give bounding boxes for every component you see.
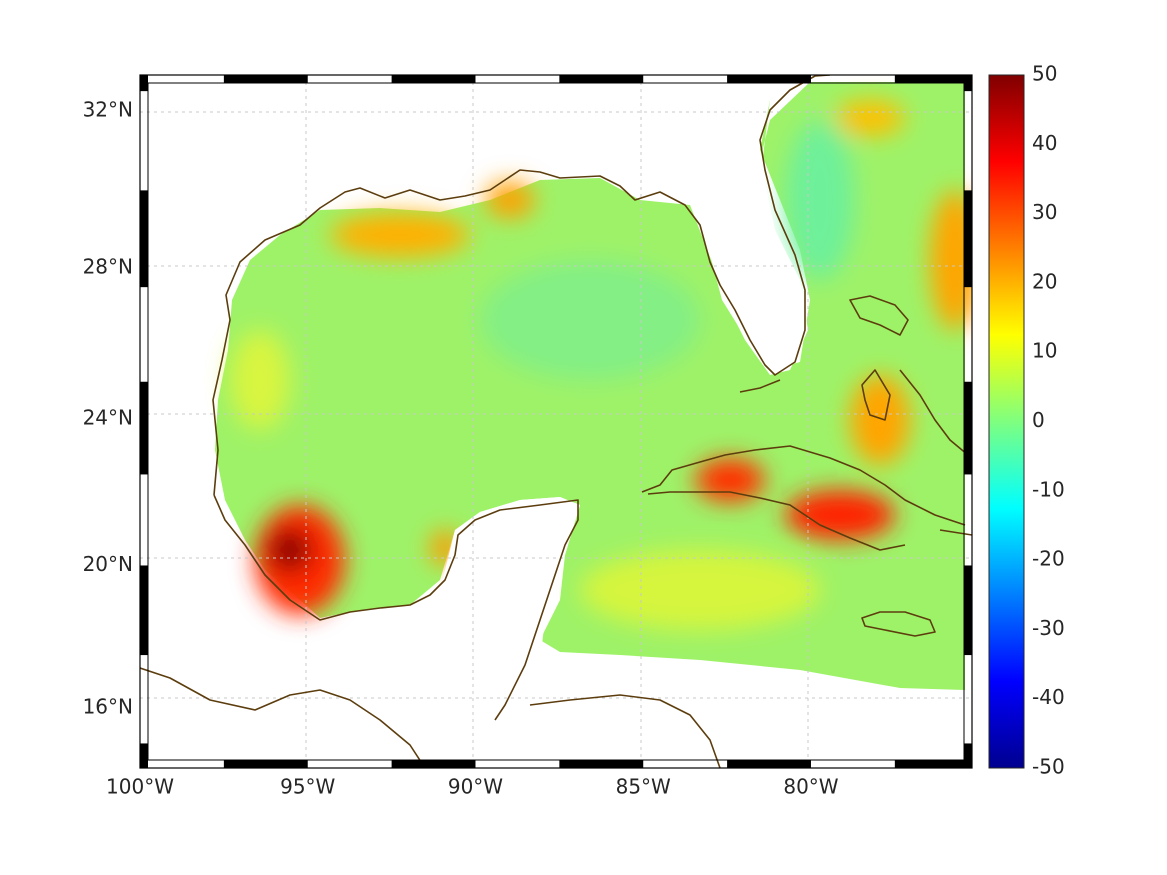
coastline-hispaniola [939, 529, 972, 536]
x-tick-label: 100°W [106, 775, 174, 799]
y-tick-label: 28°N [83, 254, 133, 278]
colorbar-tick-label: -50 [1032, 755, 1065, 779]
colorbar-tick-label: 50 [1032, 62, 1057, 86]
colorbar: 50 40 30 20 10 0 -10 -20 -30 -40 -50 [988, 62, 1065, 779]
frame-checker-segment [894, 75, 972, 83]
y-tick-label: 24°N [83, 406, 133, 430]
x-tick-label: 85°W [616, 775, 671, 799]
colorbar-tick-label: 0 [1032, 408, 1045, 432]
colorbar-tick-labels: 50 40 30 20 10 0 -10 -20 -30 -40 -50 [1032, 62, 1065, 779]
x-tick-label: 80°W [783, 775, 838, 799]
frame-checker-segment [964, 743, 972, 768]
frame-checker-segment [140, 565, 148, 656]
hotspot-atlantic-east [930, 190, 972, 330]
y-tick-label: 20°N [83, 552, 133, 576]
frame-checker-segment [391, 75, 476, 83]
frame-checker-segment [727, 75, 811, 83]
colorbar-tick-label: -30 [1032, 616, 1065, 640]
y-tick-label: 32°N [83, 98, 133, 122]
hotspot-mississippi-delta [485, 182, 535, 218]
coastline-honduras [529, 694, 721, 768]
frame-checker-segment [894, 760, 972, 768]
coastline-jamaica [861, 611, 936, 637]
hotspot-bahamas [850, 375, 910, 465]
frame-checker-segments [140, 75, 972, 768]
y-tick-label: 16°N [83, 695, 133, 719]
coastline-florida-keys [739, 379, 781, 393]
coastline-central-america [140, 667, 426, 768]
frame-checker-segment [727, 760, 811, 768]
hotspot-bay-of-campeche-core [268, 528, 312, 572]
frame-checker-segment [964, 565, 972, 656]
hotspot-georgia-offshore [835, 100, 905, 136]
cool-patch-florida-straits [785, 120, 855, 280]
frame-checker-segment [559, 760, 644, 768]
frame-checker-segment [559, 75, 644, 83]
colorbar-tick-label: 10 [1032, 339, 1057, 363]
frame-checker-segment [391, 760, 476, 768]
frame-checker-segment [223, 75, 308, 83]
coastline-bahamas-andros [861, 369, 891, 421]
frame-checker-segment [140, 75, 148, 92]
map-content [140, 75, 972, 768]
map-frame-inner [147, 82, 965, 761]
x-tick-label: 90°W [448, 775, 503, 799]
hotspot-central-cuba [785, 490, 895, 540]
graticule [140, 75, 972, 768]
colorbar-gradient [988, 74, 1025, 769]
frame-checker-segment [140, 743, 148, 768]
colorbar-tick-label: 40 [1032, 131, 1057, 155]
hotspot-western-cuba [695, 458, 765, 502]
frame-checker-segment [964, 190, 972, 288]
x-axis-tick-labels: 100°W 95°W 90°W 85°W 80°W [106, 775, 839, 799]
colorbar-tick-label: 30 [1032, 200, 1057, 224]
hotspot-louisiana-coast [330, 213, 470, 257]
frame-checker-segment [140, 381, 148, 475]
frame-checker-segment [964, 381, 972, 475]
coastlines [140, 75, 972, 768]
frame-checker-segment [964, 75, 972, 92]
colorbar-tick-label: -20 [1032, 547, 1065, 571]
yucatan-land [410, 497, 580, 720]
coastline-bahamas-abaco [849, 295, 909, 336]
data-field [215, 82, 972, 690]
coastline-gulf-north [212, 75, 816, 496]
coastline-bahamas-chain [899, 369, 969, 456]
map-frame [139, 74, 973, 769]
land-masks [410, 82, 810, 720]
x-tick-label: 95°W [280, 775, 335, 799]
colorbar-tick-label: -40 [1032, 685, 1065, 709]
colorbar-tick-label: -10 [1032, 477, 1065, 501]
warm-patch-mexico-coast [230, 330, 290, 430]
frame-checker-segment [140, 190, 148, 288]
coastline-mexico-west [213, 494, 579, 721]
colorbar-tick-label: 20 [1032, 269, 1057, 293]
warm-patch-caribbean [580, 550, 820, 630]
cool-patch-central-gulf [480, 260, 700, 380]
coastline-cuba [641, 445, 966, 551]
y-axis-tick-labels: 16°N 20°N 24°N 28°N 32°N [83, 98, 133, 719]
frame-checker-segment [223, 760, 308, 768]
florida-land [700, 82, 810, 375]
